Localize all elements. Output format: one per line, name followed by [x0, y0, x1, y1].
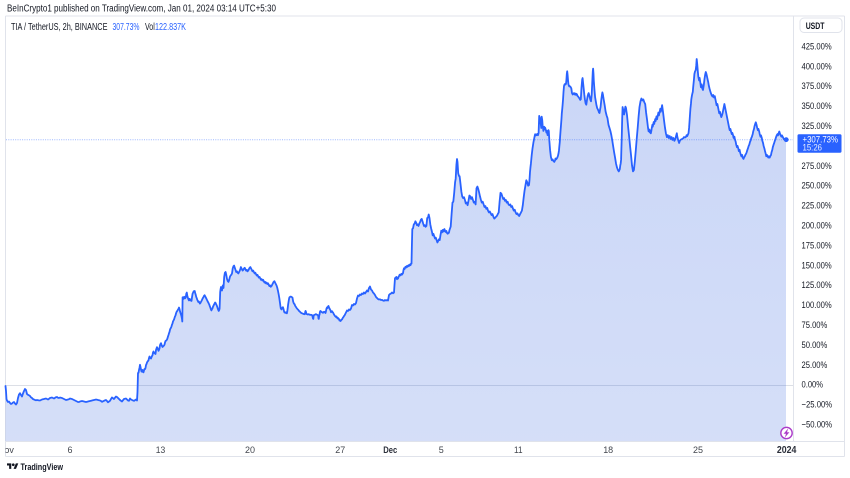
svg-text:BeInCrypto1 published on Tradi: BeInCrypto1 published on TradingView.com…: [7, 4, 276, 15]
svg-text:20: 20: [245, 445, 255, 456]
svg-text:375.00%: 375.00%: [802, 81, 833, 92]
svg-text:+307.73%: +307.73%: [803, 134, 839, 144]
svg-text:150.00%: 150.00%: [802, 260, 833, 271]
svg-text:5: 5: [439, 445, 444, 456]
svg-text:122.837K: 122.837K: [155, 22, 186, 33]
svg-text:13: 13: [156, 445, 166, 456]
svg-text:TIA / TetherUS, 2h, BINANCE: TIA / TetherUS, 2h, BINANCE: [11, 22, 108, 33]
svg-text:325.00%: 325.00%: [802, 121, 833, 132]
svg-text:275.00%: 275.00%: [802, 161, 833, 172]
svg-text:0.00%: 0.00%: [802, 380, 824, 391]
svg-text:400.00%: 400.00%: [802, 61, 833, 72]
svg-text:TradingView: TradingView: [21, 461, 64, 472]
svg-text:27: 27: [335, 445, 345, 456]
svg-text:Dec: Dec: [383, 444, 397, 455]
svg-text:15:26: 15:26: [803, 143, 823, 153]
svg-text:25.00%: 25.00%: [802, 360, 828, 371]
svg-text:175.00%: 175.00%: [802, 240, 833, 251]
svg-text:11: 11: [514, 445, 523, 456]
svg-text:2024: 2024: [777, 445, 797, 456]
svg-text:50.00%: 50.00%: [802, 340, 828, 351]
svg-text:Vol: Vol: [145, 22, 155, 33]
svg-text:307.73%: 307.73%: [113, 22, 140, 33]
svg-text:25: 25: [693, 445, 703, 456]
svg-text:250.00%: 250.00%: [802, 181, 833, 192]
svg-text:USDT: USDT: [806, 21, 825, 31]
svg-text:−25.00%: −25.00%: [802, 400, 833, 411]
svg-text:225.00%: 225.00%: [802, 201, 833, 212]
svg-text:6: 6: [68, 445, 73, 456]
svg-text:425.00%: 425.00%: [802, 41, 833, 52]
svg-text:125.00%: 125.00%: [802, 280, 833, 291]
svg-text:18: 18: [603, 445, 613, 456]
svg-text:350.00%: 350.00%: [802, 101, 833, 112]
svg-text:Nov: Nov: [0, 445, 14, 456]
svg-text:75.00%: 75.00%: [802, 320, 828, 331]
svg-text:100.00%: 100.00%: [802, 300, 833, 311]
svg-text:200.00%: 200.00%: [802, 221, 833, 232]
svg-text:−50.00%: −50.00%: [802, 420, 833, 431]
